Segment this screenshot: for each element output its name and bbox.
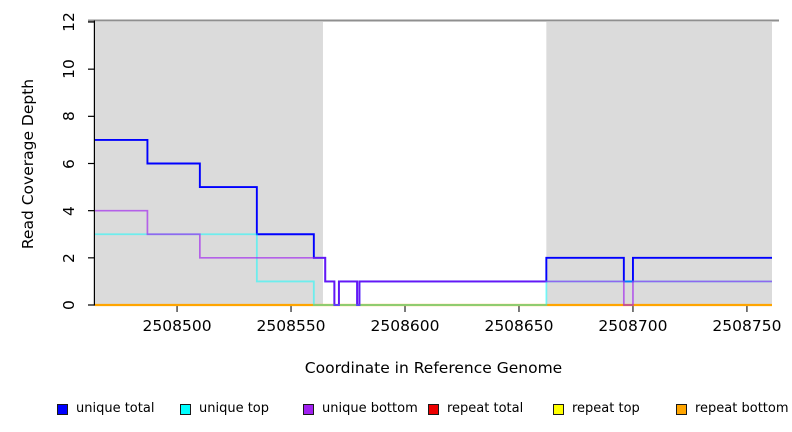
series-line-unique-top — [95, 233, 772, 306]
x-axis-label: Coordinate in Reference Genome — [304, 359, 563, 377]
legend-label: repeat top — [572, 401, 640, 416]
legend-swatch-unique-top — [180, 403, 191, 415]
legend-label: unique bottom — [322, 401, 418, 416]
legend-label: repeat bottom — [695, 401, 789, 416]
legend-label: repeat total — [447, 401, 524, 416]
y-tick-label: 10 — [60, 59, 78, 80]
legend-item-repeat-top: repeat top — [553, 400, 640, 418]
legend-item-unique-total: unique total — [57, 400, 154, 418]
legend-swatch-unique-total — [57, 403, 68, 415]
y-tick-label: 6 — [60, 158, 78, 169]
y-tick-label: 12 — [60, 12, 78, 32]
y-tick-label: 8 — [60, 111, 78, 122]
x-tick-label: 2508500 — [142, 317, 212, 335]
y-tick-label: 4 — [60, 205, 78, 216]
legend-label: unique total — [76, 401, 155, 416]
series-line-unique-bottom — [95, 209, 772, 306]
x-tick-label: 2508750 — [712, 317, 782, 335]
x-tick-label: 2508600 — [370, 317, 440, 335]
legend-item-unique-bottom: unique bottom — [303, 400, 418, 418]
legend-swatch-repeat-top — [553, 403, 564, 415]
legend-label: unique top — [199, 401, 270, 416]
legend-item-unique-top: unique top — [180, 400, 269, 418]
x-tick-label: 2508700 — [598, 317, 668, 335]
legend-swatch-unique-bottom — [303, 403, 314, 415]
legend-swatch-repeat-total — [428, 403, 439, 415]
shaded-region — [546, 22, 772, 305]
x-tick-label: 2508550 — [256, 317, 326, 335]
x-tick-label: 2508650 — [484, 317, 554, 335]
y-tick-label: 2 — [60, 252, 78, 263]
legend-swatch-repeat-bottom — [676, 403, 687, 415]
shaded-region — [95, 22, 323, 305]
y-axis-label: Read Coverage Depth — [19, 78, 37, 250]
legend: unique total unique top unique bottom re… — [0, 400, 792, 422]
legend-item-repeat-bottom: repeat bottom — [676, 400, 789, 418]
legend-item-repeat-total: repeat total — [428, 400, 523, 418]
y-tick-label: 0 — [60, 300, 78, 310]
